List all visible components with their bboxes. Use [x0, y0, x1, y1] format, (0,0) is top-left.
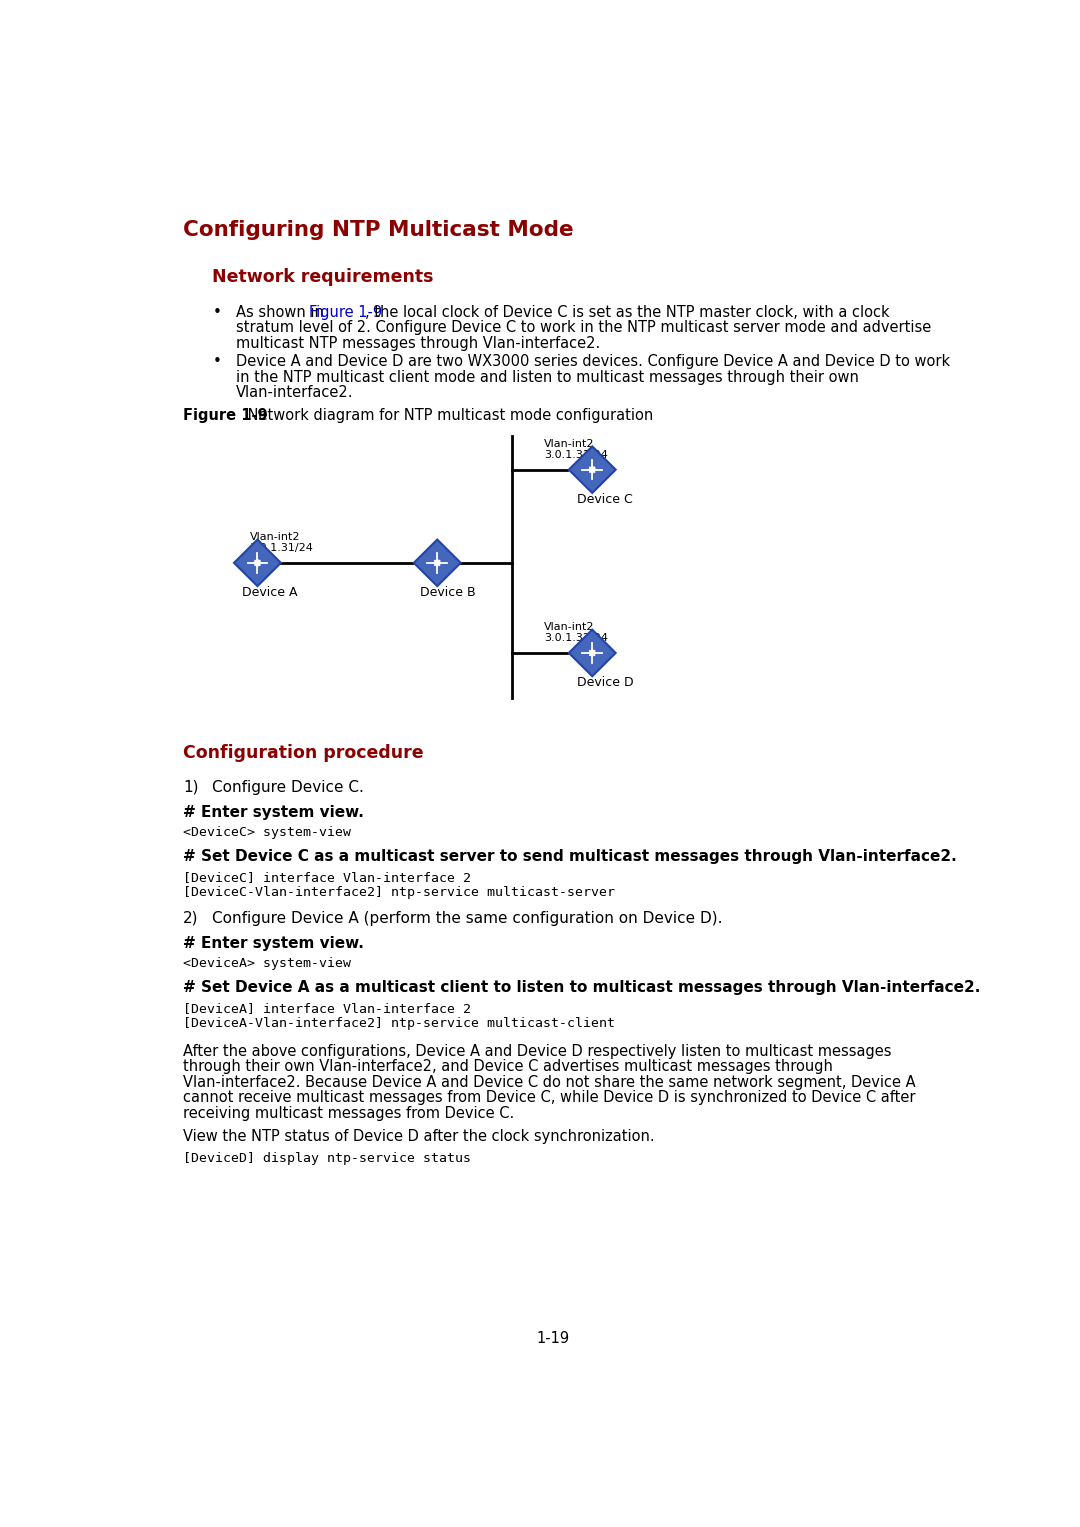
Text: Device D: Device D [577, 676, 633, 689]
Text: Vlan-interface2.: Vlan-interface2. [235, 385, 353, 400]
Text: Network diagram for NTP multicast mode configuration: Network diagram for NTP multicast mode c… [243, 408, 653, 423]
Text: # Set Device C as a multicast server to send multicast messages through Vlan-int: # Set Device C as a multicast server to … [183, 849, 957, 864]
Text: Vlan-int2: Vlan-int2 [544, 438, 595, 449]
Text: multicast NTP messages through Vlan-interface2.: multicast NTP messages through Vlan-inte… [235, 336, 600, 351]
Text: Vlan-interface2. Because Device A and Device C do not share the same network seg: Vlan-interface2. Because Device A and De… [183, 1075, 916, 1090]
Text: 1.0.1.31/24: 1.0.1.31/24 [249, 542, 313, 553]
Text: Figure 1-9: Figure 1-9 [183, 408, 268, 423]
Text: # Enter system view.: # Enter system view. [183, 936, 364, 950]
Polygon shape [414, 539, 461, 586]
Text: [DeviceC-Vlan-interface2] ntp-service multicast-server: [DeviceC-Vlan-interface2] ntp-service mu… [183, 886, 615, 899]
Text: [DeviceD] display ntp-service status: [DeviceD] display ntp-service status [183, 1151, 471, 1165]
Text: 3.0.1.31/24: 3.0.1.31/24 [544, 449, 608, 460]
Text: Device A: Device A [242, 586, 297, 599]
Text: through their own Vlan-interface2, and Device C advertises multicast messages th: through their own Vlan-interface2, and D… [183, 1060, 833, 1075]
Text: •: • [213, 354, 221, 370]
Text: [DeviceA-Vlan-interface2] ntp-service multicast-client: [DeviceA-Vlan-interface2] ntp-service mu… [183, 1017, 615, 1031]
Text: Vlan-int2: Vlan-int2 [544, 621, 595, 632]
Text: [DeviceA] interface Vlan-interface 2: [DeviceA] interface Vlan-interface 2 [183, 1002, 471, 1015]
Text: Device A and Device D are two WX3000 series devices. Configure Device A and Devi: Device A and Device D are two WX3000 ser… [235, 354, 950, 370]
Text: Device B: Device B [420, 586, 476, 599]
Text: 1-19: 1-19 [537, 1330, 570, 1345]
Text: Network requirements: Network requirements [213, 267, 434, 286]
Text: Figure 1-9: Figure 1-9 [309, 305, 382, 319]
Text: 1): 1) [183, 780, 199, 796]
Text: in the NTP multicast client mode and listen to multicast messages through their : in the NTP multicast client mode and lis… [235, 370, 859, 385]
Text: receiving multicast messages from Device C.: receiving multicast messages from Device… [183, 1106, 514, 1121]
Text: Configuration procedure: Configuration procedure [183, 744, 423, 762]
Text: As shown in: As shown in [235, 305, 328, 319]
Text: View the NTP status of Device D after the clock synchronization.: View the NTP status of Device D after th… [183, 1128, 654, 1144]
Text: Configure Device A (perform the same configuration on Device D).: Configure Device A (perform the same con… [213, 912, 723, 925]
Polygon shape [569, 446, 616, 493]
Polygon shape [234, 539, 281, 586]
Text: Configure Device C.: Configure Device C. [213, 780, 364, 796]
Text: cannot receive multicast messages from Device C, while Device D is synchronized : cannot receive multicast messages from D… [183, 1090, 916, 1106]
Text: <DeviceA> system-view: <DeviceA> system-view [183, 957, 351, 970]
Polygon shape [569, 629, 616, 676]
Text: [DeviceC] interface Vlan-interface 2: [DeviceC] interface Vlan-interface 2 [183, 870, 471, 884]
Text: # Set Device A as a multicast client to listen to multicast messages through Vla: # Set Device A as a multicast client to … [183, 980, 981, 996]
Text: 3.0.1.32/24: 3.0.1.32/24 [544, 632, 608, 643]
Text: # Enter system view.: # Enter system view. [183, 805, 364, 820]
Text: •: • [213, 305, 221, 319]
Text: stratum level of 2. Configure Device C to work in the NTP multicast server mode : stratum level of 2. Configure Device C t… [235, 321, 931, 336]
Text: Configuring NTP Multicast Mode: Configuring NTP Multicast Mode [183, 220, 573, 240]
Text: Device C: Device C [577, 493, 633, 505]
Text: After the above configurations, Device A and Device D respectively listen to mul: After the above configurations, Device A… [183, 1044, 892, 1060]
Text: 2): 2) [183, 912, 199, 925]
Text: , the local clock of Device C is set as the NTP master clock, with a clock: , the local clock of Device C is set as … [365, 305, 889, 319]
Text: Vlan-int2: Vlan-int2 [249, 531, 300, 542]
Text: <DeviceC> system-view: <DeviceC> system-view [183, 826, 351, 840]
